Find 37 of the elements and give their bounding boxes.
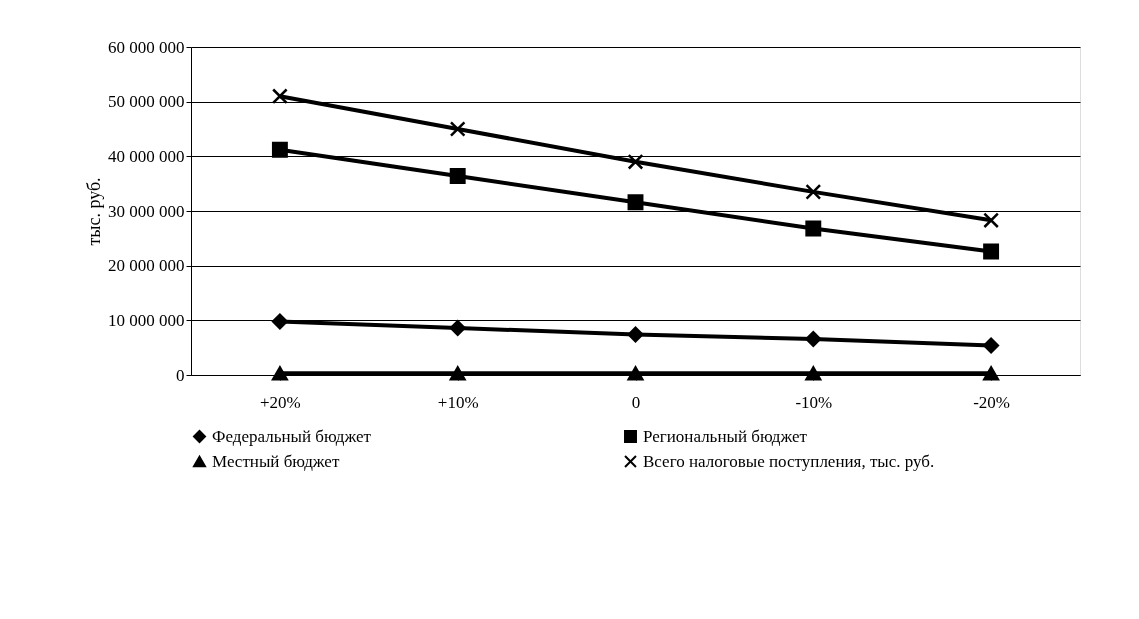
y-tick-label: 50 000 000 xyxy=(108,92,185,112)
point xyxy=(805,366,822,381)
legend-label: Федеральный бюджет xyxy=(212,426,372,446)
point xyxy=(271,88,288,105)
point xyxy=(983,366,1000,381)
y-tick-label: 30 000 000 xyxy=(108,201,185,221)
y-tick-label: 0 xyxy=(176,365,185,385)
point xyxy=(983,212,1000,229)
point xyxy=(627,326,644,343)
point xyxy=(627,153,644,170)
point xyxy=(983,243,1000,260)
point xyxy=(449,121,466,137)
y-tick-label: 20 000 000 xyxy=(108,256,185,276)
y-axis-title: тыс. руб. xyxy=(84,177,104,246)
legend-label: Региональный бюджет xyxy=(643,426,808,446)
legend-label: Местный бюджет xyxy=(212,451,340,471)
point xyxy=(271,313,288,330)
x-tick-label: -20% xyxy=(973,392,1011,412)
point xyxy=(449,366,466,381)
x-tick-label: +20% xyxy=(260,392,301,412)
point xyxy=(805,330,822,347)
point xyxy=(805,220,822,237)
point xyxy=(627,194,644,211)
x-tick-label: -10% xyxy=(795,392,833,412)
y-tick-label: 60 000 000 xyxy=(108,37,185,57)
y-tick-label: 40 000 000 xyxy=(108,146,185,166)
point xyxy=(271,366,288,381)
point xyxy=(983,337,1000,354)
x-tick-label: +10% xyxy=(437,392,479,412)
point xyxy=(805,183,822,200)
y-tick-label: 10 000 000 xyxy=(108,310,185,330)
x-tick-label: 0 xyxy=(631,392,641,412)
point xyxy=(271,141,288,158)
point xyxy=(449,168,466,184)
point xyxy=(449,320,466,336)
point xyxy=(627,366,644,381)
legend-label: Всего налоговые поступления, тыс. руб. xyxy=(643,451,935,471)
